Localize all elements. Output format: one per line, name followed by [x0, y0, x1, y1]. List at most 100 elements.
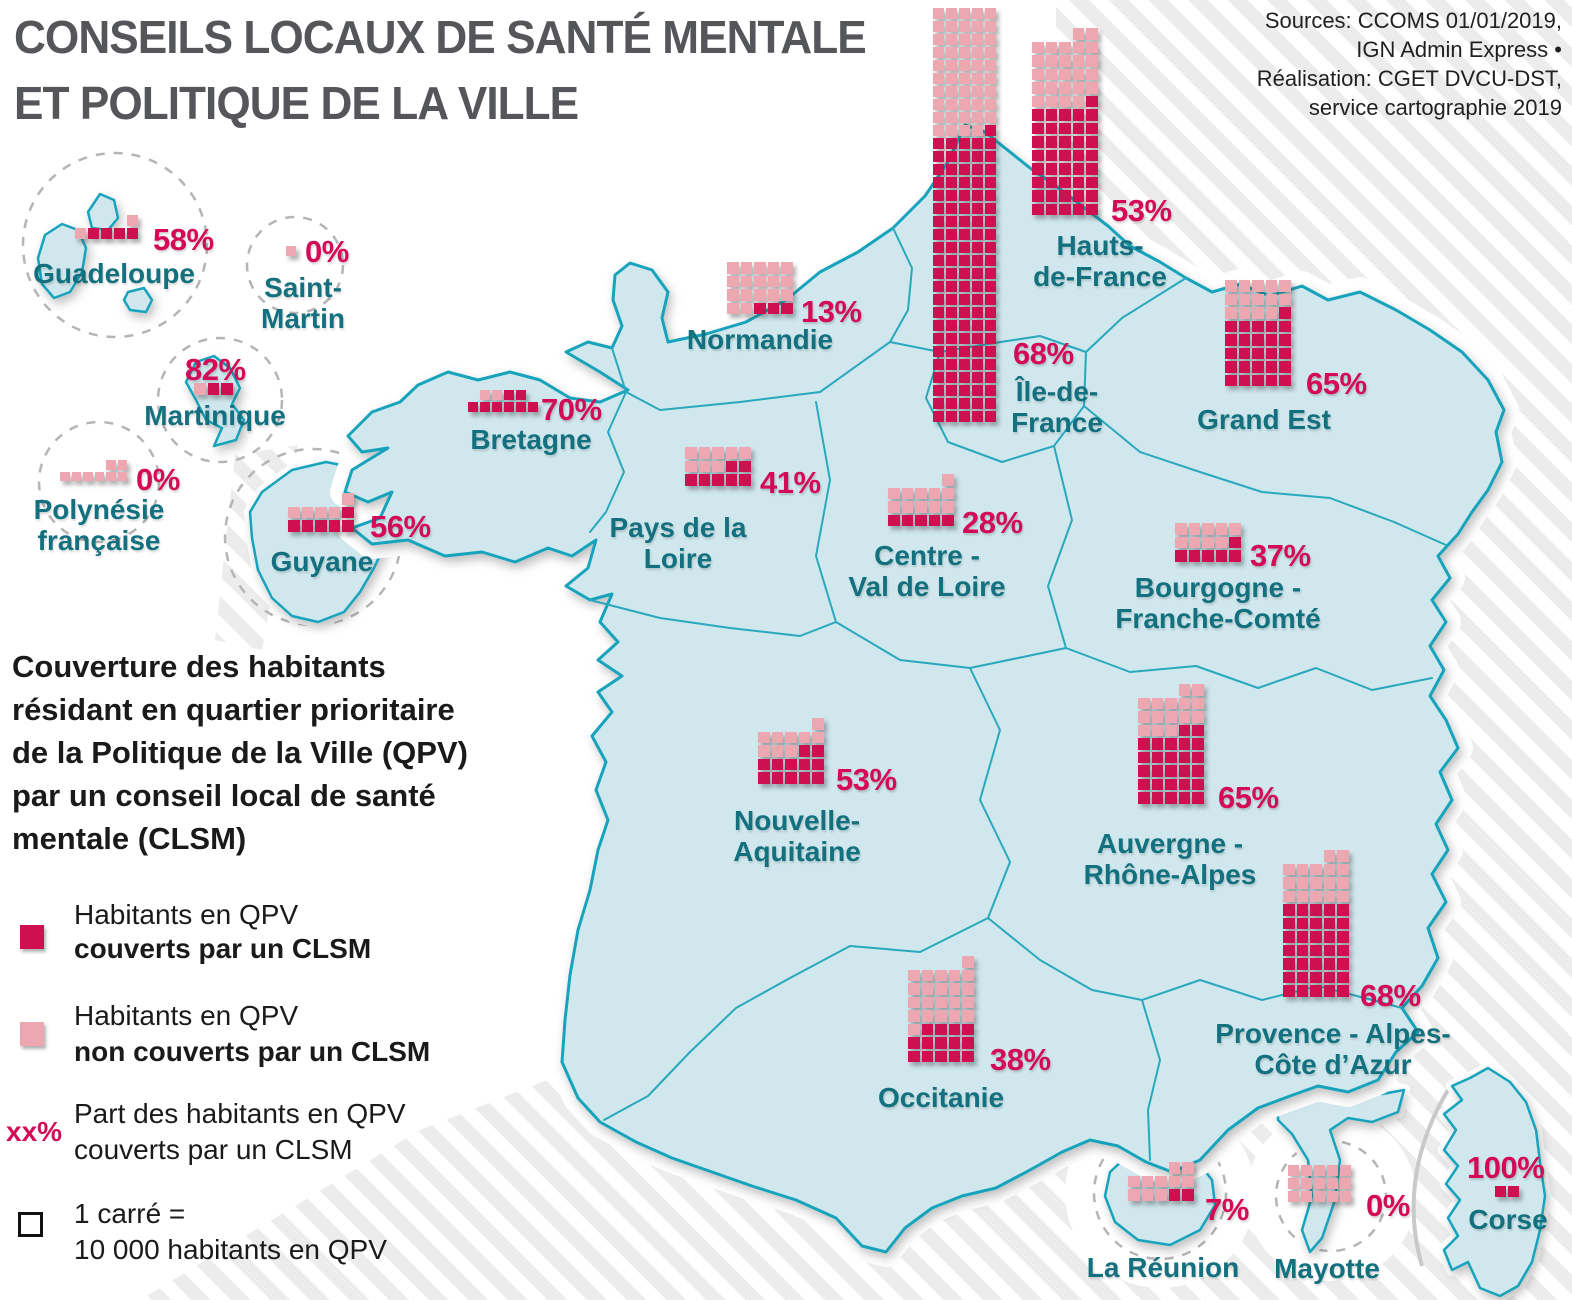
- waffle-cell-uncovered: [1202, 523, 1214, 535]
- coverage-percent-corse: 100%: [1467, 1150, 1545, 1185]
- waffle-cell-uncovered: [962, 956, 974, 968]
- waffle-cell-uncovered: [1252, 307, 1264, 319]
- region-label-line: Occitanie: [877, 1082, 1005, 1113]
- waffle-cell-uncovered: [1175, 523, 1187, 535]
- waffle-cell-uncovered: [1072, 95, 1085, 108]
- waffle-cell-covered: [767, 302, 780, 315]
- waffle-cell-covered: [516, 390, 527, 401]
- legend-heading-line: Couverture des habitants: [12, 649, 386, 684]
- waffle-cell-covered: [528, 402, 539, 413]
- waffle-cell-covered: [1192, 738, 1204, 750]
- waffle-cell-covered: [1238, 347, 1251, 360]
- waffle-cell-covered: [1310, 958, 1322, 970]
- waffle-cell-covered: [1059, 136, 1071, 148]
- waffle-cell-uncovered: [959, 112, 971, 124]
- waffle-cell-uncovered: [1045, 95, 1058, 108]
- waffle-cell-uncovered: [1168, 1162, 1181, 1174]
- waffle-cell-covered: [480, 402, 491, 413]
- waffle-cell-covered: [935, 1050, 947, 1063]
- region-label-nouvelle-aquitaine: Nouvelle- Aquitaine: [617, 805, 977, 867]
- waffle-cell-covered: [88, 228, 100, 240]
- waffle-cell-uncovered: [1265, 307, 1278, 319]
- waffle-cell-covered: [1032, 109, 1044, 121]
- coverage-percent-normandie: 13%: [801, 294, 862, 329]
- waffle-cell-covered: [1032, 163, 1044, 175]
- waffle-cell-uncovered: [1155, 1175, 1167, 1188]
- waffle-cell-uncovered: [946, 21, 958, 33]
- waffle-cell-covered: [1086, 95, 1098, 108]
- waffle-cell-covered: [946, 164, 958, 176]
- coverage-percent-mayotte: 0%: [1366, 1188, 1410, 1223]
- waffle-cell-covered: [1178, 765, 1191, 777]
- waffle-cell-covered: [1310, 985, 1322, 997]
- waffle-cell-covered: [972, 138, 984, 150]
- region-label-line: Île-de-: [1015, 376, 1099, 407]
- waffle-cell-uncovered: [1310, 877, 1322, 889]
- waffle-cell-covered: [754, 302, 766, 315]
- waffle-cell-uncovered: [1045, 41, 1058, 54]
- waffle-cell-uncovered: [1323, 890, 1336, 903]
- waffle-cell-uncovered: [1155, 1189, 1167, 1201]
- waffle-cell-covered: [959, 398, 971, 410]
- waffle-cell-uncovered: [901, 501, 914, 513]
- waffle-cell-uncovered: [933, 47, 945, 59]
- waffle-cell-covered: [985, 151, 997, 163]
- region-label-line: Guadeloupe: [33, 258, 195, 289]
- waffle-cell-covered: [685, 474, 697, 486]
- waffle-cell-uncovered: [948, 1010, 961, 1022]
- waffle-cell-covered: [959, 320, 971, 332]
- waffle-cell-covered: [1279, 361, 1291, 373]
- region-label-line: La Réunion: [1086, 1252, 1240, 1283]
- region-label-line: Polynésie: [33, 494, 165, 525]
- waffle-cell-uncovered: [1301, 1191, 1313, 1203]
- waffle-cell-covered: [1310, 917, 1322, 930]
- waffle-cell-covered: [959, 229, 971, 241]
- waffle-cell-covered: [901, 514, 914, 527]
- dashed-circle-saint-martin: [245, 215, 345, 315]
- coverage-percent-ile-de-france: 68%: [1013, 336, 1074, 371]
- waffle-cell-covered: [1192, 765, 1204, 777]
- region-label-hauts-de-france: Hauts-de-France: [920, 230, 1280, 292]
- waffle-cell-covered: [468, 402, 479, 413]
- waffle-cell-uncovered: [1168, 1175, 1181, 1188]
- waffle-cell-covered: [504, 390, 515, 401]
- waffle-cell-covered: [985, 411, 997, 423]
- waffle-cell-uncovered: [1059, 68, 1071, 81]
- waffle-cell-uncovered: [1059, 41, 1071, 54]
- waffle-cell-uncovered: [785, 731, 797, 744]
- waffle-cell-covered: [921, 1037, 934, 1049]
- waffle-cell-covered: [1086, 163, 1098, 175]
- waffle-cell-uncovered: [1032, 55, 1044, 67]
- waffle-cell-uncovered: [1265, 293, 1278, 306]
- waffle-cell-covered: [1265, 320, 1278, 333]
- waffle-cell-uncovered: [901, 487, 914, 500]
- waffle-cell-covered: [985, 164, 997, 176]
- waffle-cell-uncovered: [985, 8, 997, 20]
- waffle-cell-uncovered: [946, 60, 958, 72]
- waffle-cell-covered: [959, 333, 971, 345]
- waffle-cell-uncovered: [972, 21, 984, 33]
- waffle-cell-covered: [959, 346, 971, 358]
- waffle-cell-covered: [1178, 738, 1191, 750]
- region-label-line: de-France: [1033, 261, 1167, 292]
- waffle-cell-covered: [985, 333, 997, 345]
- waffle-cell-covered: [946, 359, 958, 371]
- waffle-cell-uncovered: [915, 487, 927, 500]
- waffle-cell-uncovered: [985, 73, 997, 85]
- waffle-cell-covered: [972, 346, 984, 358]
- dashed-circle-martinique: [156, 336, 284, 464]
- waffle-cell-covered: [959, 385, 971, 397]
- region-label-line: France: [1011, 407, 1103, 438]
- legend-unit-line2: 10 000 habitants en QPV: [74, 1234, 387, 1265]
- waffle-cell-uncovered: [1279, 280, 1291, 292]
- waffle-cell-covered: [1192, 778, 1204, 791]
- mainland-france: [343, 123, 1506, 1254]
- waffle-cell-uncovered: [83, 471, 93, 482]
- waffle-cell-covered: [972, 307, 984, 319]
- waffle-cell-covered: [1138, 765, 1150, 777]
- waffle-cell-uncovered: [935, 969, 947, 982]
- waffle-cell-covered: [972, 398, 984, 410]
- waffle-cell-covered: [1296, 985, 1309, 997]
- waffle-cell-covered: [1337, 944, 1349, 957]
- region-label-guyane: Guyane: [142, 546, 502, 577]
